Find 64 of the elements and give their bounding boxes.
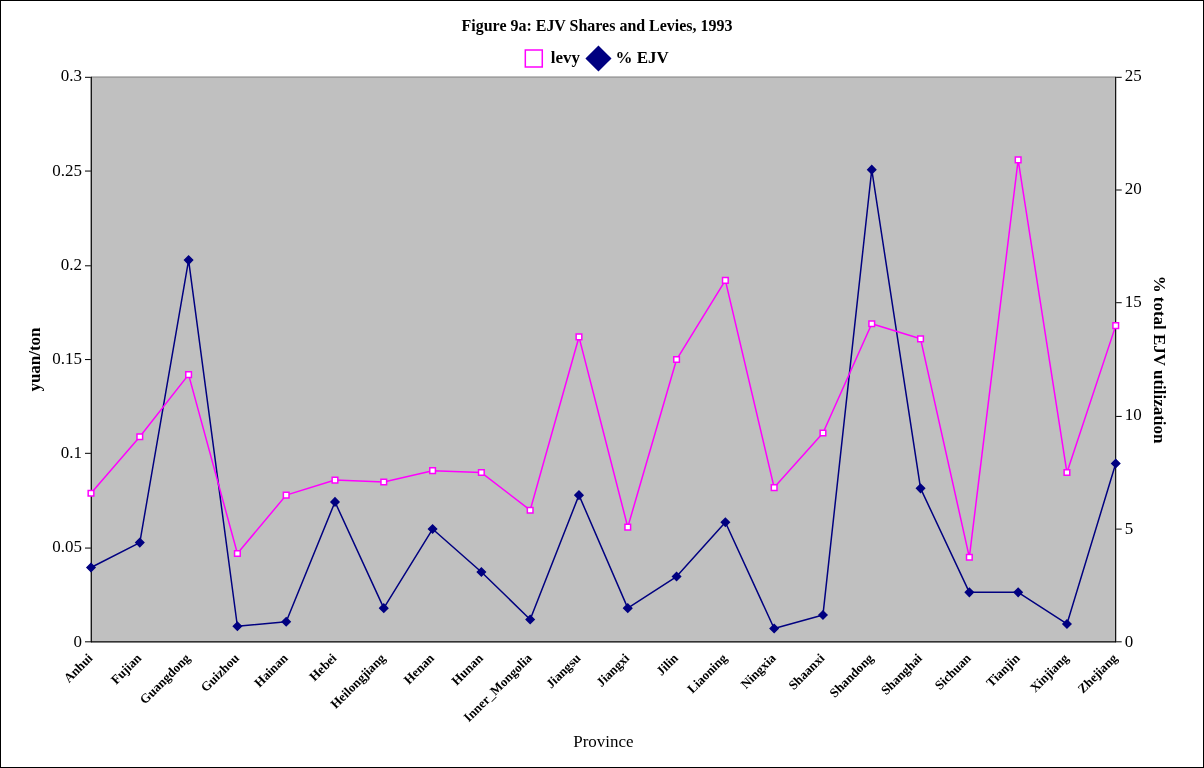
point [330,497,340,507]
point [964,587,975,598]
point [477,468,485,477]
y-axis-title: yuan/ton [24,326,44,392]
point [720,517,731,527]
point [429,467,437,475]
point [232,621,243,631]
point [427,524,438,534]
point [86,562,96,573]
point [87,489,95,497]
point [818,610,828,620]
point [185,371,193,379]
y-tick-label: 0.05 [52,537,83,557]
point [183,255,194,265]
point [624,523,632,531]
y-tick-label: 0.25 [52,160,83,180]
point [379,603,389,613]
point [1013,587,1023,598]
point [1063,468,1071,477]
point [916,335,925,343]
point [526,506,534,514]
point [1014,156,1022,164]
x-tick-label: Jilin [653,649,682,679]
y2-tick-label: 5 [1124,518,1134,538]
point [671,571,682,582]
point [135,537,145,548]
point [136,433,144,441]
point [819,429,827,437]
point [331,476,339,484]
point [915,483,926,494]
point [1112,322,1120,330]
point [672,355,681,364]
point [574,490,584,500]
y2-tick-label: 0 [1124,631,1134,651]
point [1111,458,1121,469]
y2-tick-label: 10 [1124,405,1142,425]
y2-tick-label: 25 [1124,66,1142,86]
y-tick-label: 0 [73,631,83,651]
point [867,164,877,175]
legend-label: levy [550,47,581,67]
chart-title: Figure 9a: EJV Shares and Levies, 1993 [461,16,733,35]
point [769,623,779,634]
legend-label: % EJV [615,47,670,67]
point [575,333,583,341]
y2-tick-label: 20 [1124,179,1142,199]
x-axis-title: Province [573,732,634,752]
point [380,478,388,486]
y2-axis-title: % total EJV utilization [1150,275,1170,444]
point [282,491,290,499]
point [623,603,633,613]
point [233,549,241,558]
point [525,614,535,625]
y-tick-label: 0.1 [60,443,83,463]
point [770,484,778,492]
point [1062,619,1072,629]
point [281,616,291,627]
y-tick-label: 0.15 [52,348,83,368]
point [868,320,876,328]
point [965,553,973,561]
y2-tick-label: 15 [1124,292,1142,312]
y-tick-label: 0.3 [60,66,83,86]
point [721,276,729,284]
point [476,567,487,577]
y-tick-label: 0.2 [60,254,83,274]
